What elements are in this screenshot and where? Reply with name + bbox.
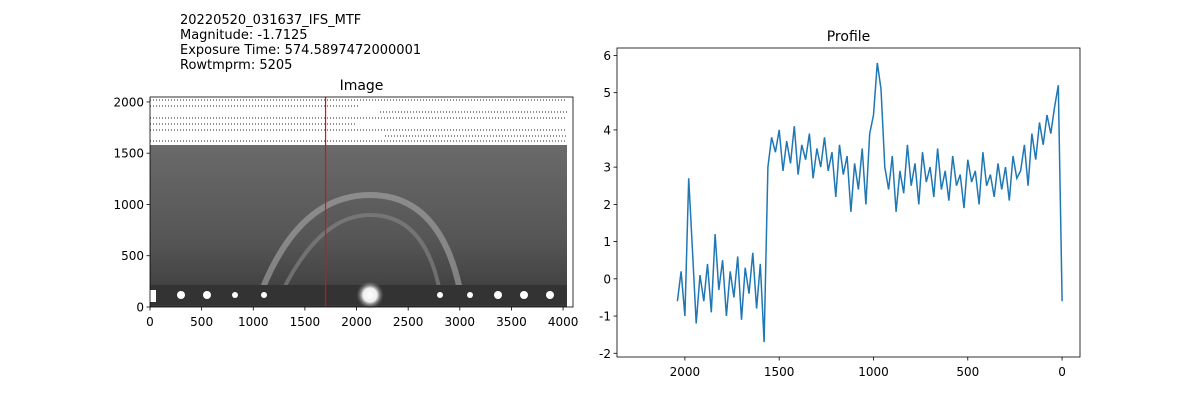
x-tick-label: 1000 [238, 315, 269, 329]
header-line: Exposure Time: 574.5897472000001 [180, 43, 421, 58]
y-tick-label: 5 [603, 86, 611, 100]
y-tick-label: 4 [603, 123, 611, 137]
y-tick-label: -1 [599, 310, 611, 324]
header-line: Rowtmprm: 5205 [180, 58, 292, 73]
header-line: 20220520_031637_IFS_MTF [180, 13, 361, 28]
x-tick-label: 500 [956, 365, 979, 379]
y-tick-label: 1 [603, 235, 611, 249]
profile-line [676, 62, 1063, 343]
x-tick-label: 2000 [341, 315, 372, 329]
x-tick-label: 4000 [548, 315, 579, 329]
y-tick-label: 2000 [113, 95, 144, 109]
y-tick-label: 6 [603, 49, 611, 63]
image-pixels [150, 97, 573, 309]
x-tick-label: 3500 [496, 315, 527, 329]
x-tick-label: 2500 [393, 315, 424, 329]
y-tick-label: 3 [603, 161, 611, 175]
x-tick-label: 1500 [290, 315, 321, 329]
x-tick-label: 0 [1058, 365, 1066, 379]
axes-frame [149, 96, 574, 308]
axes-title: Profile [827, 29, 871, 45]
axes-frame [616, 47, 1081, 358]
y-tick-label: -2 [599, 347, 611, 361]
axes-title: Image [340, 78, 384, 94]
x-tick-label: 1000 [858, 365, 889, 379]
y-tick-label: 2 [603, 198, 611, 212]
y-tick-label: 500 [121, 249, 144, 263]
x-tick-label: 0 [146, 315, 154, 329]
x-tick-label: 2000 [670, 365, 701, 379]
x-tick-label: 3000 [445, 315, 476, 329]
y-tick-label: 0 [136, 301, 144, 315]
y-tick-label: 0 [603, 272, 611, 286]
x-tick-label: 1500 [764, 365, 795, 379]
y-tick-label: 1000 [113, 198, 144, 212]
header-line: Magnitude: -1.7125 [180, 28, 308, 43]
y-tick-label: 1500 [113, 147, 144, 161]
x-tick-label: 500 [190, 315, 213, 329]
